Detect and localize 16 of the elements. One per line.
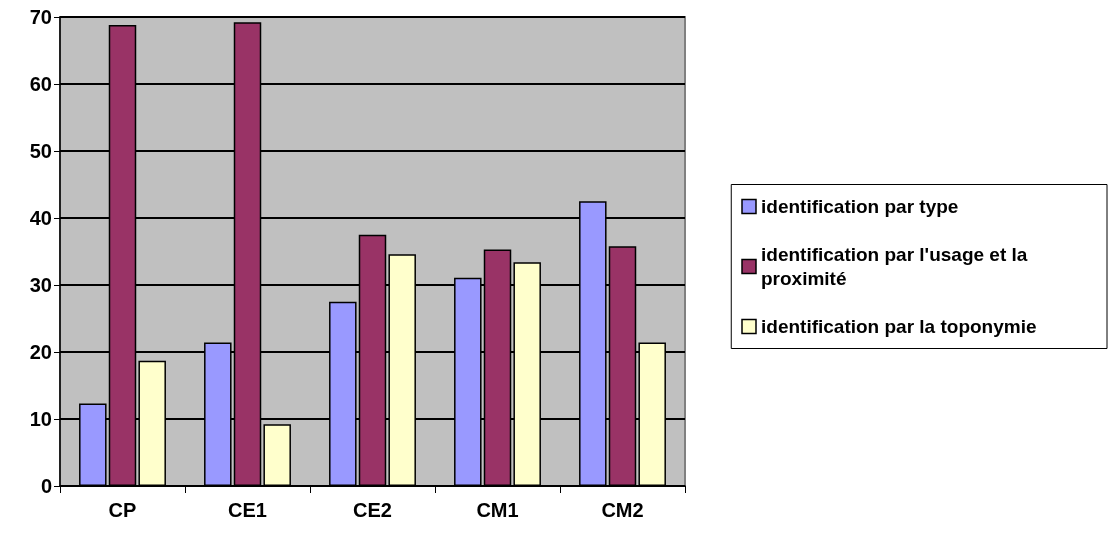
legend-label: identification par l'usage et la proximité <box>761 244 1033 289</box>
y-tick-label: 60 <box>29 73 52 95</box>
y-tick-label: 40 <box>29 207 52 229</box>
legend-label: identification par la toponymie <box>761 316 1037 337</box>
y-tick-label: 10 <box>29 408 52 430</box>
x-tick-label: CM1 <box>476 499 519 521</box>
x-tick-label: CM2 <box>601 499 644 521</box>
x-tick-label: CE2 <box>353 499 392 521</box>
x-tick-label: CE1 <box>228 499 267 521</box>
y-tick-label: 20 <box>29 341 52 363</box>
y-tick-label: 50 <box>29 140 52 162</box>
legend-label: identification par type <box>761 196 959 217</box>
x-tick-label: CP <box>108 499 137 521</box>
y-tick-label: 70 <box>29 6 52 28</box>
y-tick-label: 30 <box>29 274 52 296</box>
y-tick-label: 0 <box>40 475 52 497</box>
